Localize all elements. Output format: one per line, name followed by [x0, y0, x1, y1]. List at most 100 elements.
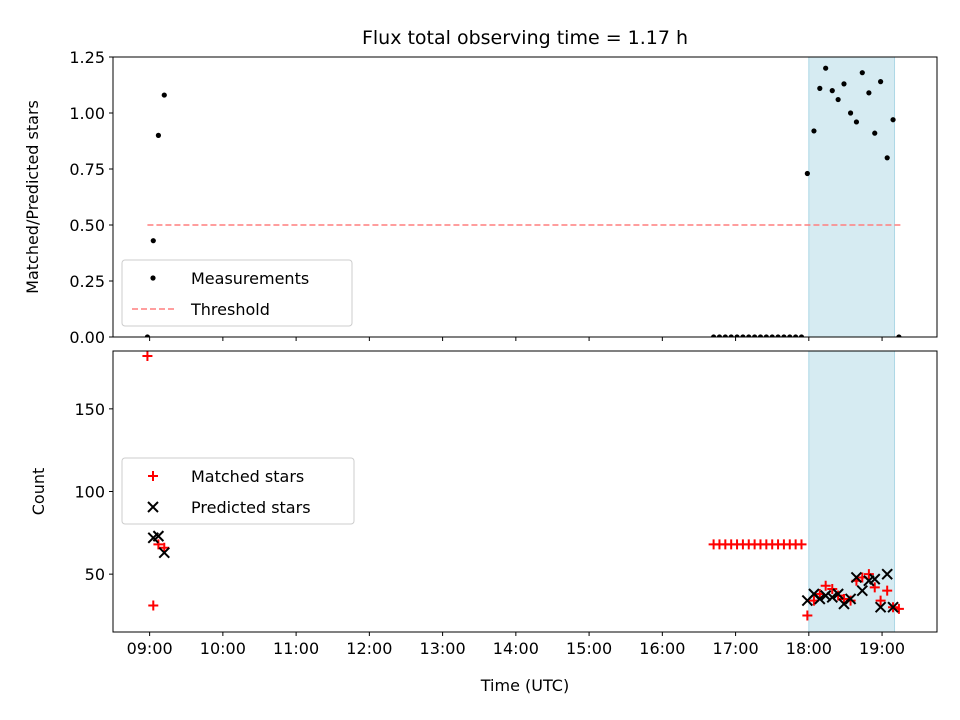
data-point — [796, 539, 807, 550]
y-tick-label: 0.25 — [69, 272, 105, 291]
data-point — [884, 155, 890, 161]
data-point — [781, 334, 787, 337]
data-point — [161, 92, 167, 98]
x-tick-label: 09:00 — [127, 639, 173, 658]
observing-span-highlight — [808, 56, 896, 338]
chart-title: Flux total observing time = 1.17 h — [362, 27, 688, 49]
data-point — [832, 588, 844, 600]
x-tick-label: 18:00 — [786, 639, 832, 658]
data-point — [838, 598, 850, 610]
y-tick-label: 1.00 — [69, 104, 105, 123]
data-point — [890, 117, 896, 123]
data-point — [802, 610, 813, 621]
data-point — [734, 334, 740, 337]
x-tick-label: 14:00 — [493, 639, 539, 658]
legend-swatch — [147, 501, 159, 513]
data-point — [763, 334, 769, 337]
data-point — [722, 334, 728, 337]
data-point — [863, 569, 874, 580]
data-point — [711, 334, 717, 337]
data-point — [752, 334, 758, 337]
legend-label: Matched stars — [191, 467, 304, 486]
data-point — [856, 584, 868, 597]
data-point — [819, 589, 832, 602]
data-point — [827, 584, 838, 595]
x-tick-label: 13:00 — [420, 639, 466, 658]
data-point — [775, 334, 781, 337]
legend-swatch — [148, 471, 158, 481]
plot-area — [142, 351, 904, 621]
data-point — [153, 539, 164, 550]
data-point — [872, 130, 878, 136]
legend-box — [121, 259, 353, 327]
data-point — [823, 65, 829, 71]
data-point — [838, 593, 849, 604]
data-point — [882, 585, 893, 596]
data-point — [896, 334, 902, 337]
data-point — [814, 593, 826, 605]
x-tick-label: 12:00 — [346, 639, 392, 658]
data-point — [853, 119, 860, 125]
y-tick-label: 50 — [85, 565, 105, 584]
legend: Measurements Threshold — [121, 259, 353, 327]
data-point — [740, 334, 746, 337]
plot-area — [144, 65, 902, 337]
data-point — [841, 81, 847, 87]
x-tick-label: 16:00 — [639, 639, 685, 658]
y-tick-label: 0.75 — [69, 160, 105, 179]
y-tick-label: 1.25 — [69, 48, 105, 67]
x-tick-label: 10:00 — [200, 639, 246, 658]
data-point — [155, 132, 162, 138]
data-point — [769, 334, 775, 337]
data-point — [826, 591, 838, 603]
data-point — [887, 601, 899, 613]
data-point — [850, 571, 863, 584]
y-axis-label: Count — [29, 468, 48, 516]
y-tick-label: 0.50 — [69, 216, 105, 235]
data-point — [746, 334, 752, 337]
data-point — [152, 530, 165, 542]
data-point — [881, 568, 893, 580]
y-tick-label: 150 — [74, 400, 105, 419]
legend-swatch — [150, 275, 156, 281]
top-panel: 0.00 0.25 0.50 0.75 1.00 1.25 Matched/Predicte… — [23, 27, 938, 347]
data-point — [158, 546, 170, 559]
data-point — [144, 334, 151, 337]
y-axis-label: Matched/Predicted stars — [23, 100, 42, 294]
data-point — [820, 580, 831, 591]
data-point — [150, 238, 156, 244]
x-tick-label: 11:00 — [273, 639, 319, 658]
data-point — [835, 96, 841, 103]
data-point — [869, 582, 880, 593]
data-point — [866, 90, 872, 96]
x-tick-label: 15:00 — [566, 639, 612, 658]
x-axis-label: Time (UTC) — [480, 676, 569, 695]
data-point — [798, 334, 805, 337]
legend-box — [121, 457, 355, 525]
data-point — [716, 334, 723, 337]
observing-span-highlight — [808, 350, 896, 633]
bottom-panel: 09:00 10:00 11:00 12:00 13:00 14:00 15:00 16:00… — [29, 350, 938, 695]
y-tick-label: 100 — [74, 483, 105, 502]
data-point — [728, 334, 734, 337]
data-point — [874, 601, 887, 613]
axes-frame — [112, 56, 938, 338]
data-point — [757, 334, 764, 337]
data-point — [793, 334, 799, 337]
data-point — [859, 70, 865, 76]
data-point — [817, 85, 823, 91]
data-point — [804, 170, 810, 177]
legend-label: Measurements — [191, 269, 309, 288]
data-point — [878, 79, 884, 85]
data-point — [787, 334, 793, 337]
data-point — [811, 128, 817, 134]
data-point — [847, 110, 854, 116]
data-point — [148, 600, 159, 611]
legend: Matched stars Predicted stars — [121, 457, 355, 525]
data-point — [159, 542, 170, 553]
data-point — [142, 351, 153, 361]
data-point — [829, 88, 835, 94]
legend-label: Threshold — [190, 300, 270, 319]
data-point — [875, 595, 886, 606]
